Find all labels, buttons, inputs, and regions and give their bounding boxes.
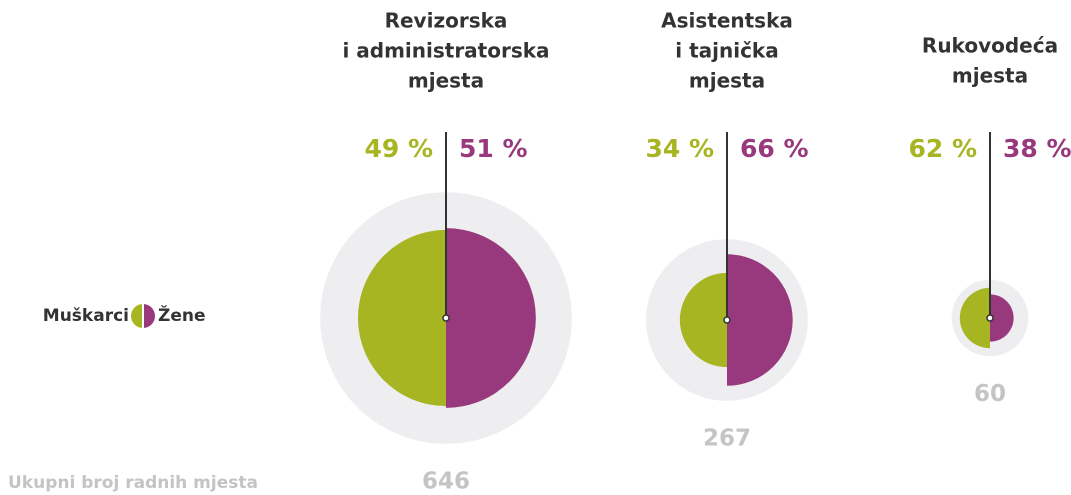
- percent-label: 62 %: [908, 134, 977, 163]
- legend-label: Muškarci: [43, 306, 129, 326]
- half-circle: [727, 254, 793, 386]
- group-title: mjesta: [408, 69, 484, 93]
- total-label: 60: [974, 381, 1006, 407]
- group-title: mjesta: [952, 64, 1028, 88]
- percent-label: 66 %: [740, 134, 809, 163]
- center-dot: [723, 316, 731, 324]
- totals-label: Ukupni broj radnih mjesta: [8, 473, 258, 493]
- half-circle: [446, 228, 536, 408]
- group-title: Rukovodeća: [922, 34, 1058, 58]
- center-dot: [986, 314, 994, 322]
- half-circle: [990, 294, 1014, 342]
- center-dot: [442, 314, 450, 322]
- legend-icon: [131, 304, 143, 328]
- half-circle: [679, 272, 727, 368]
- group-title: mjesta: [689, 69, 765, 93]
- half-circle: [357, 229, 446, 407]
- percent-label: 51 %: [459, 134, 528, 163]
- group-title: Asistentska: [661, 9, 793, 33]
- half-circle: [959, 287, 990, 349]
- total-label: 646: [422, 468, 470, 494]
- percent-label: 49 %: [364, 134, 433, 163]
- percent-label: 38 %: [1003, 134, 1071, 163]
- group-title: i administratorska: [342, 39, 549, 63]
- group-title: i tajnička: [675, 39, 778, 63]
- group-title: Revizorska: [385, 9, 508, 33]
- legend-label: Žene: [158, 304, 206, 326]
- percent-label: 34 %: [645, 134, 714, 163]
- total-label: 267: [703, 425, 751, 451]
- legend-icon: [143, 304, 155, 328]
